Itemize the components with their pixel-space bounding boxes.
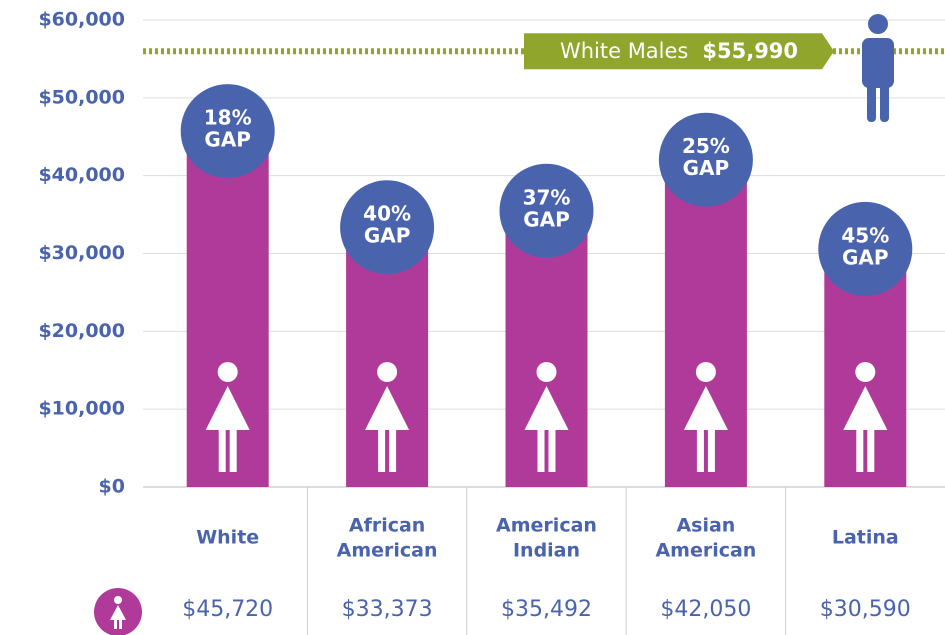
x-tick-label: African American xyxy=(337,514,438,561)
gap-word: GAP xyxy=(523,207,570,231)
icon-leg xyxy=(707,428,715,472)
female-icon xyxy=(205,362,250,472)
gap-badge xyxy=(180,84,275,179)
gap-badge xyxy=(658,112,753,207)
gap-word: GAP xyxy=(204,128,251,152)
icon-leg xyxy=(537,428,545,472)
gap-badge xyxy=(499,163,594,258)
x-tick-label: Latina xyxy=(832,527,899,549)
icon-leg xyxy=(378,428,386,472)
female-badge xyxy=(94,588,142,635)
female-icon xyxy=(524,362,569,472)
icon-dress xyxy=(524,386,569,430)
reference-label-box xyxy=(524,33,834,70)
y-tick-label: $50,000 xyxy=(38,86,125,108)
female-icon xyxy=(843,362,888,472)
gap-percent: 40% xyxy=(363,202,411,226)
y-tick-label: $40,000 xyxy=(38,164,125,186)
x-tick-label: American Indian xyxy=(496,514,597,561)
reference-label: White Males $55,990 xyxy=(560,39,798,63)
icon-head xyxy=(377,362,398,382)
gap-word: GAP xyxy=(683,156,730,180)
icon-head xyxy=(217,362,238,382)
female-icon xyxy=(683,362,728,472)
icon-dress xyxy=(365,386,410,430)
reference-name: White Males xyxy=(560,39,688,63)
icon-leg xyxy=(696,428,704,472)
icon-leg xyxy=(867,428,875,472)
icon-head xyxy=(695,362,716,382)
icon-head xyxy=(855,362,876,382)
gap-percent: 45% xyxy=(841,223,889,247)
y-tick-label: $20,000 xyxy=(38,320,125,342)
icon-dress xyxy=(205,386,250,430)
gap-word: GAP xyxy=(364,224,411,248)
gap-percent: 25% xyxy=(682,134,730,158)
y-tick-label: $30,000 xyxy=(38,242,125,264)
gap-badge xyxy=(818,201,913,296)
gap-word: GAP xyxy=(842,245,889,269)
bar xyxy=(186,131,269,487)
icon-leg xyxy=(548,428,556,472)
x-tick-label: Asian American xyxy=(655,514,756,561)
value-label: $42,050 xyxy=(660,597,751,622)
gap-percent: 37% xyxy=(523,185,571,209)
icon-leg xyxy=(389,428,397,472)
icon-leg xyxy=(218,428,226,472)
value-label: $30,590 xyxy=(820,597,911,622)
gap-percent: 18% xyxy=(204,106,252,130)
x-tick-label: White xyxy=(196,527,259,549)
male-icon xyxy=(862,14,894,122)
y-tick-label: $60,000 xyxy=(38,9,125,31)
value-label: $45,720 xyxy=(182,597,273,622)
y-tick-label: $10,000 xyxy=(38,398,125,420)
icon-head xyxy=(536,362,557,382)
gap-badge xyxy=(340,180,435,275)
bar xyxy=(664,159,747,488)
icon-dress xyxy=(683,386,728,430)
value-label: $35,492 xyxy=(501,597,592,622)
plot: $0 $10,000 $20,000 $30,000 $40,000 $50,000 $60… xyxy=(38,9,945,635)
reference-value: $55,990 xyxy=(702,39,798,63)
icon-leg xyxy=(856,428,864,472)
female-icon xyxy=(365,362,410,472)
icon-dress xyxy=(843,386,888,430)
icon-leg xyxy=(229,428,237,472)
y-tick-label: $0 xyxy=(99,476,125,498)
value-label: $33,373 xyxy=(342,597,433,622)
